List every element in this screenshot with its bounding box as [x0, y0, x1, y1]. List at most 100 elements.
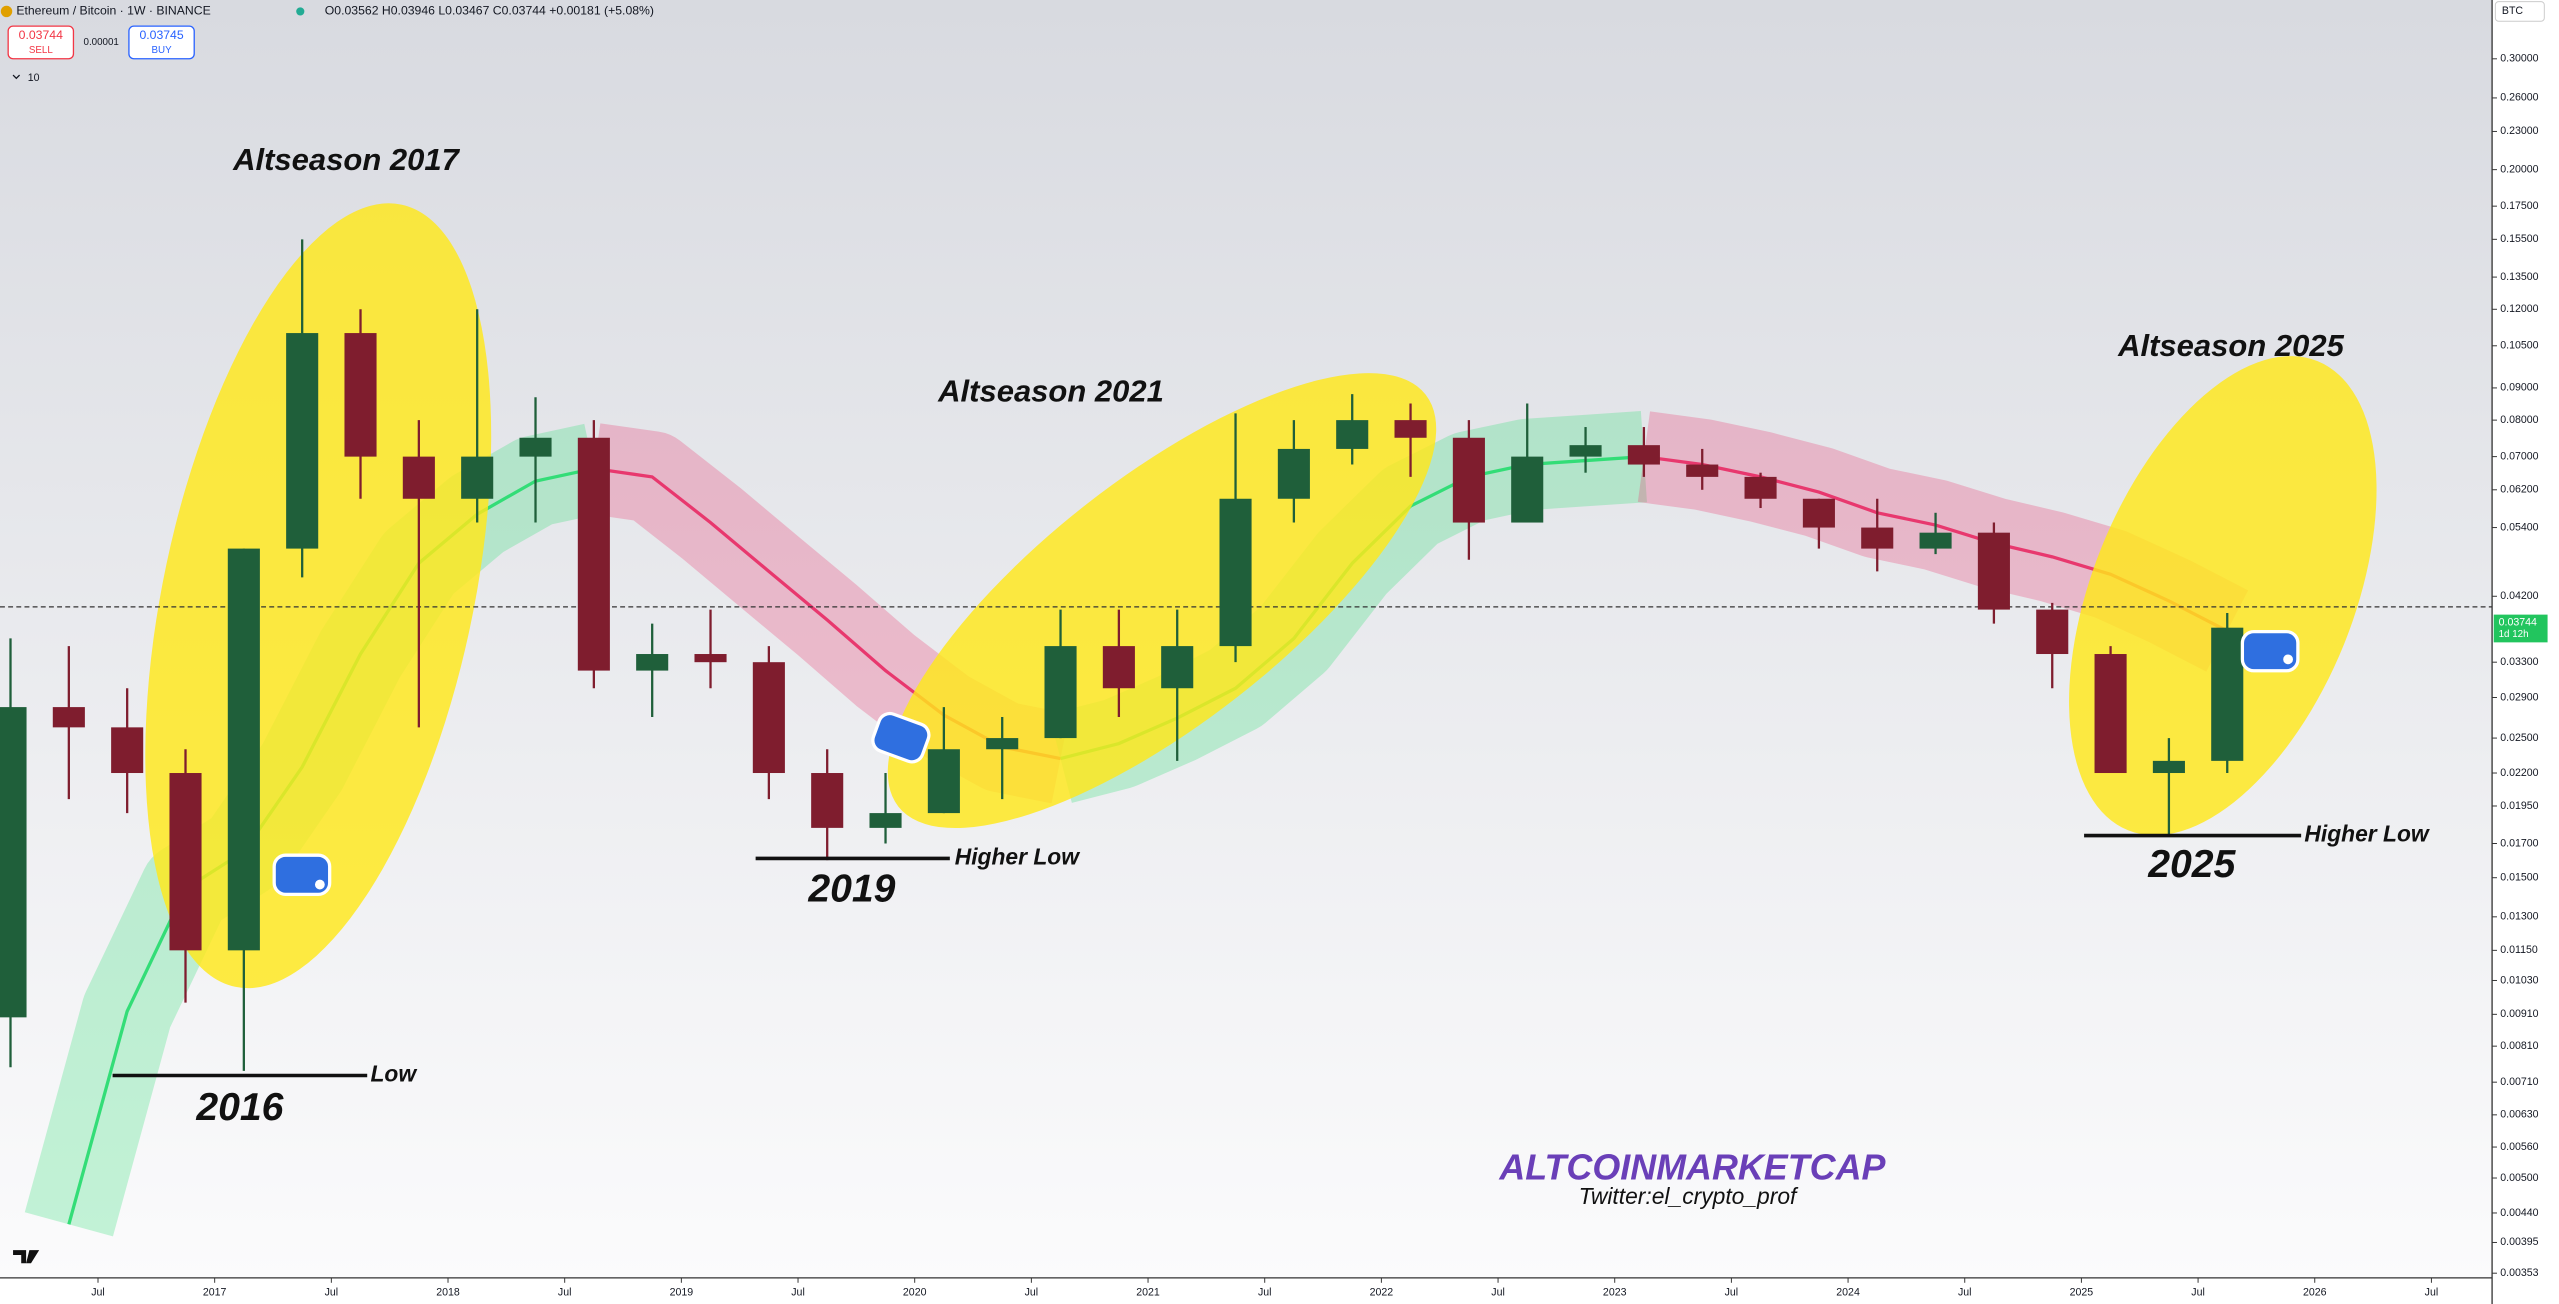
x-tick-label: Jul: [325, 1286, 339, 1298]
y-tick-label: 0.17500: [2500, 200, 2538, 212]
x-tick-label: Jul: [1958, 1286, 1972, 1298]
candle-body: [986, 738, 1019, 750]
highlight-ellipse: [2069, 356, 2377, 836]
candle-body: [1861, 527, 1894, 549]
annotation: Altseason 2017: [232, 142, 460, 177]
y-tick-label: 0.10500: [2500, 340, 2538, 352]
buy-label: BUY: [152, 45, 173, 56]
y-tick-label: 0.26000: [2500, 92, 2538, 104]
candle-body: [1044, 646, 1077, 739]
candle-body: [169, 773, 202, 951]
candle-body: [1102, 646, 1135, 689]
annotation: 2025: [2147, 843, 2236, 886]
candle-body: [1977, 532, 2010, 610]
annotation-layer: Altseason 2017 Altseason 2021 Altseason …: [13, 142, 2430, 1264]
annotation: Altseason 2021: [937, 374, 1164, 409]
candle-body: [52, 707, 85, 728]
y-tick-label: 0.02200: [2500, 767, 2538, 779]
candle-body: [461, 456, 494, 499]
y-tick-label: 0.23000: [2500, 125, 2538, 137]
symbol-icon: [0, 5, 13, 18]
sell-button[interactable]: [7, 25, 75, 60]
candle-body: [344, 333, 377, 457]
x-tick-label: 2024: [1836, 1286, 1860, 1298]
time-axis: [0, 1277, 2493, 1304]
last-price: 0.03744: [2499, 617, 2537, 629]
indicator-count[interactable]: 10: [28, 72, 40, 84]
y-tick-label: 0.00560: [2500, 1141, 2538, 1153]
annotation: Higher Low: [955, 843, 1081, 869]
candle-body: [694, 654, 727, 663]
x-tick-label: Jul: [1025, 1286, 1039, 1298]
x-tick-label: 2023: [1603, 1286, 1627, 1298]
candle-body: [811, 773, 844, 828]
x-tick-label: 2026: [2303, 1286, 2327, 1298]
x-tick-label: 2022: [1370, 1286, 1394, 1298]
annotation: Higher Low: [2304, 821, 2430, 847]
x-tick-label: 2017: [203, 1286, 227, 1298]
candle-body: [1919, 532, 1952, 549]
candle-body: [1394, 420, 1427, 438]
candle-body: [0, 707, 27, 1018]
x-tick-label: Jul: [91, 1286, 105, 1298]
price-axis: [2492, 0, 2559, 1304]
y-tick-label: 0.00710: [2500, 1076, 2538, 1088]
candle-body: [1336, 420, 1369, 449]
x-tick-label: Jul: [1258, 1286, 1272, 1298]
currency-button[interactable]: [2494, 1, 2545, 22]
candle-body: [1161, 646, 1194, 689]
spread: 0.00001: [84, 37, 119, 48]
candle-body: [519, 437, 552, 457]
annotation: Low: [370, 1061, 417, 1087]
candle-body: [1744, 476, 1777, 499]
hand-icon: [871, 711, 931, 764]
hand-icon: [272, 853, 332, 896]
x-tick-label: 2025: [2070, 1286, 2094, 1298]
y-tick-label: 0.30000: [2500, 53, 2538, 65]
y-tick-label: 0.00440: [2500, 1207, 2538, 1219]
y-tick-label: 0.02500: [2500, 732, 2538, 744]
x-tick-label: Jul: [1725, 1286, 1739, 1298]
watermark-handle: Twitter:el_crypto_prof: [1579, 1183, 1799, 1209]
y-tick-label: 0.01500: [2500, 872, 2538, 884]
x-tick-label: 2021: [1136, 1286, 1160, 1298]
x-tick-label: Jul: [1491, 1286, 1505, 1298]
candle-body: [1802, 498, 1835, 528]
candle-body: [752, 662, 785, 774]
candle-body: [2094, 654, 2127, 774]
sell-price: 0.03744: [19, 28, 63, 42]
y-tick-label: 0.03300: [2500, 656, 2538, 668]
x-tick-label: 2018: [436, 1286, 460, 1298]
last-price-tag: [2493, 614, 2548, 643]
candle-body: [402, 456, 435, 499]
y-tick-label: 0.01030: [2500, 974, 2538, 986]
currency: BTC: [2502, 5, 2524, 17]
symbol-title: Ethereum / Bitcoin · 1W · BINANCE: [16, 4, 210, 18]
y-tick-label: 0.01700: [2500, 837, 2538, 849]
y-tick-label: 0.06200: [2500, 484, 2538, 496]
candle-body: [2036, 609, 2069, 655]
y-tick-label: 0.00353: [2500, 1267, 2538, 1279]
candle-body: [1277, 448, 1310, 499]
candle-body: [1219, 498, 1252, 647]
logo: [13, 1250, 40, 1264]
y-tick-label: 0.02900: [2500, 691, 2538, 703]
annotation: 2019: [807, 867, 895, 910]
countdown: 1d 12h: [2499, 629, 2529, 640]
candle-body: [1686, 464, 1719, 477]
candle-body: [1569, 445, 1602, 457]
sell-label: SELL: [29, 45, 53, 56]
hand-icon: [2240, 629, 2300, 673]
y-tick-label: 0.00500: [2500, 1172, 2538, 1184]
y-tick-label: 0.01300: [2500, 911, 2538, 923]
x-tick-label: Jul: [2191, 1286, 2205, 1298]
candle-body: [2152, 760, 2185, 774]
candle-body: [2211, 627, 2244, 761]
x-tick-label: 2020: [903, 1286, 927, 1298]
candle-body: [227, 548, 260, 951]
buy-button[interactable]: [128, 25, 195, 60]
candle-body: [286, 333, 319, 549]
watermark: ALTCOINMARKETCAP: [1498, 1148, 1885, 1188]
x-tick-label: 2019: [670, 1286, 694, 1298]
